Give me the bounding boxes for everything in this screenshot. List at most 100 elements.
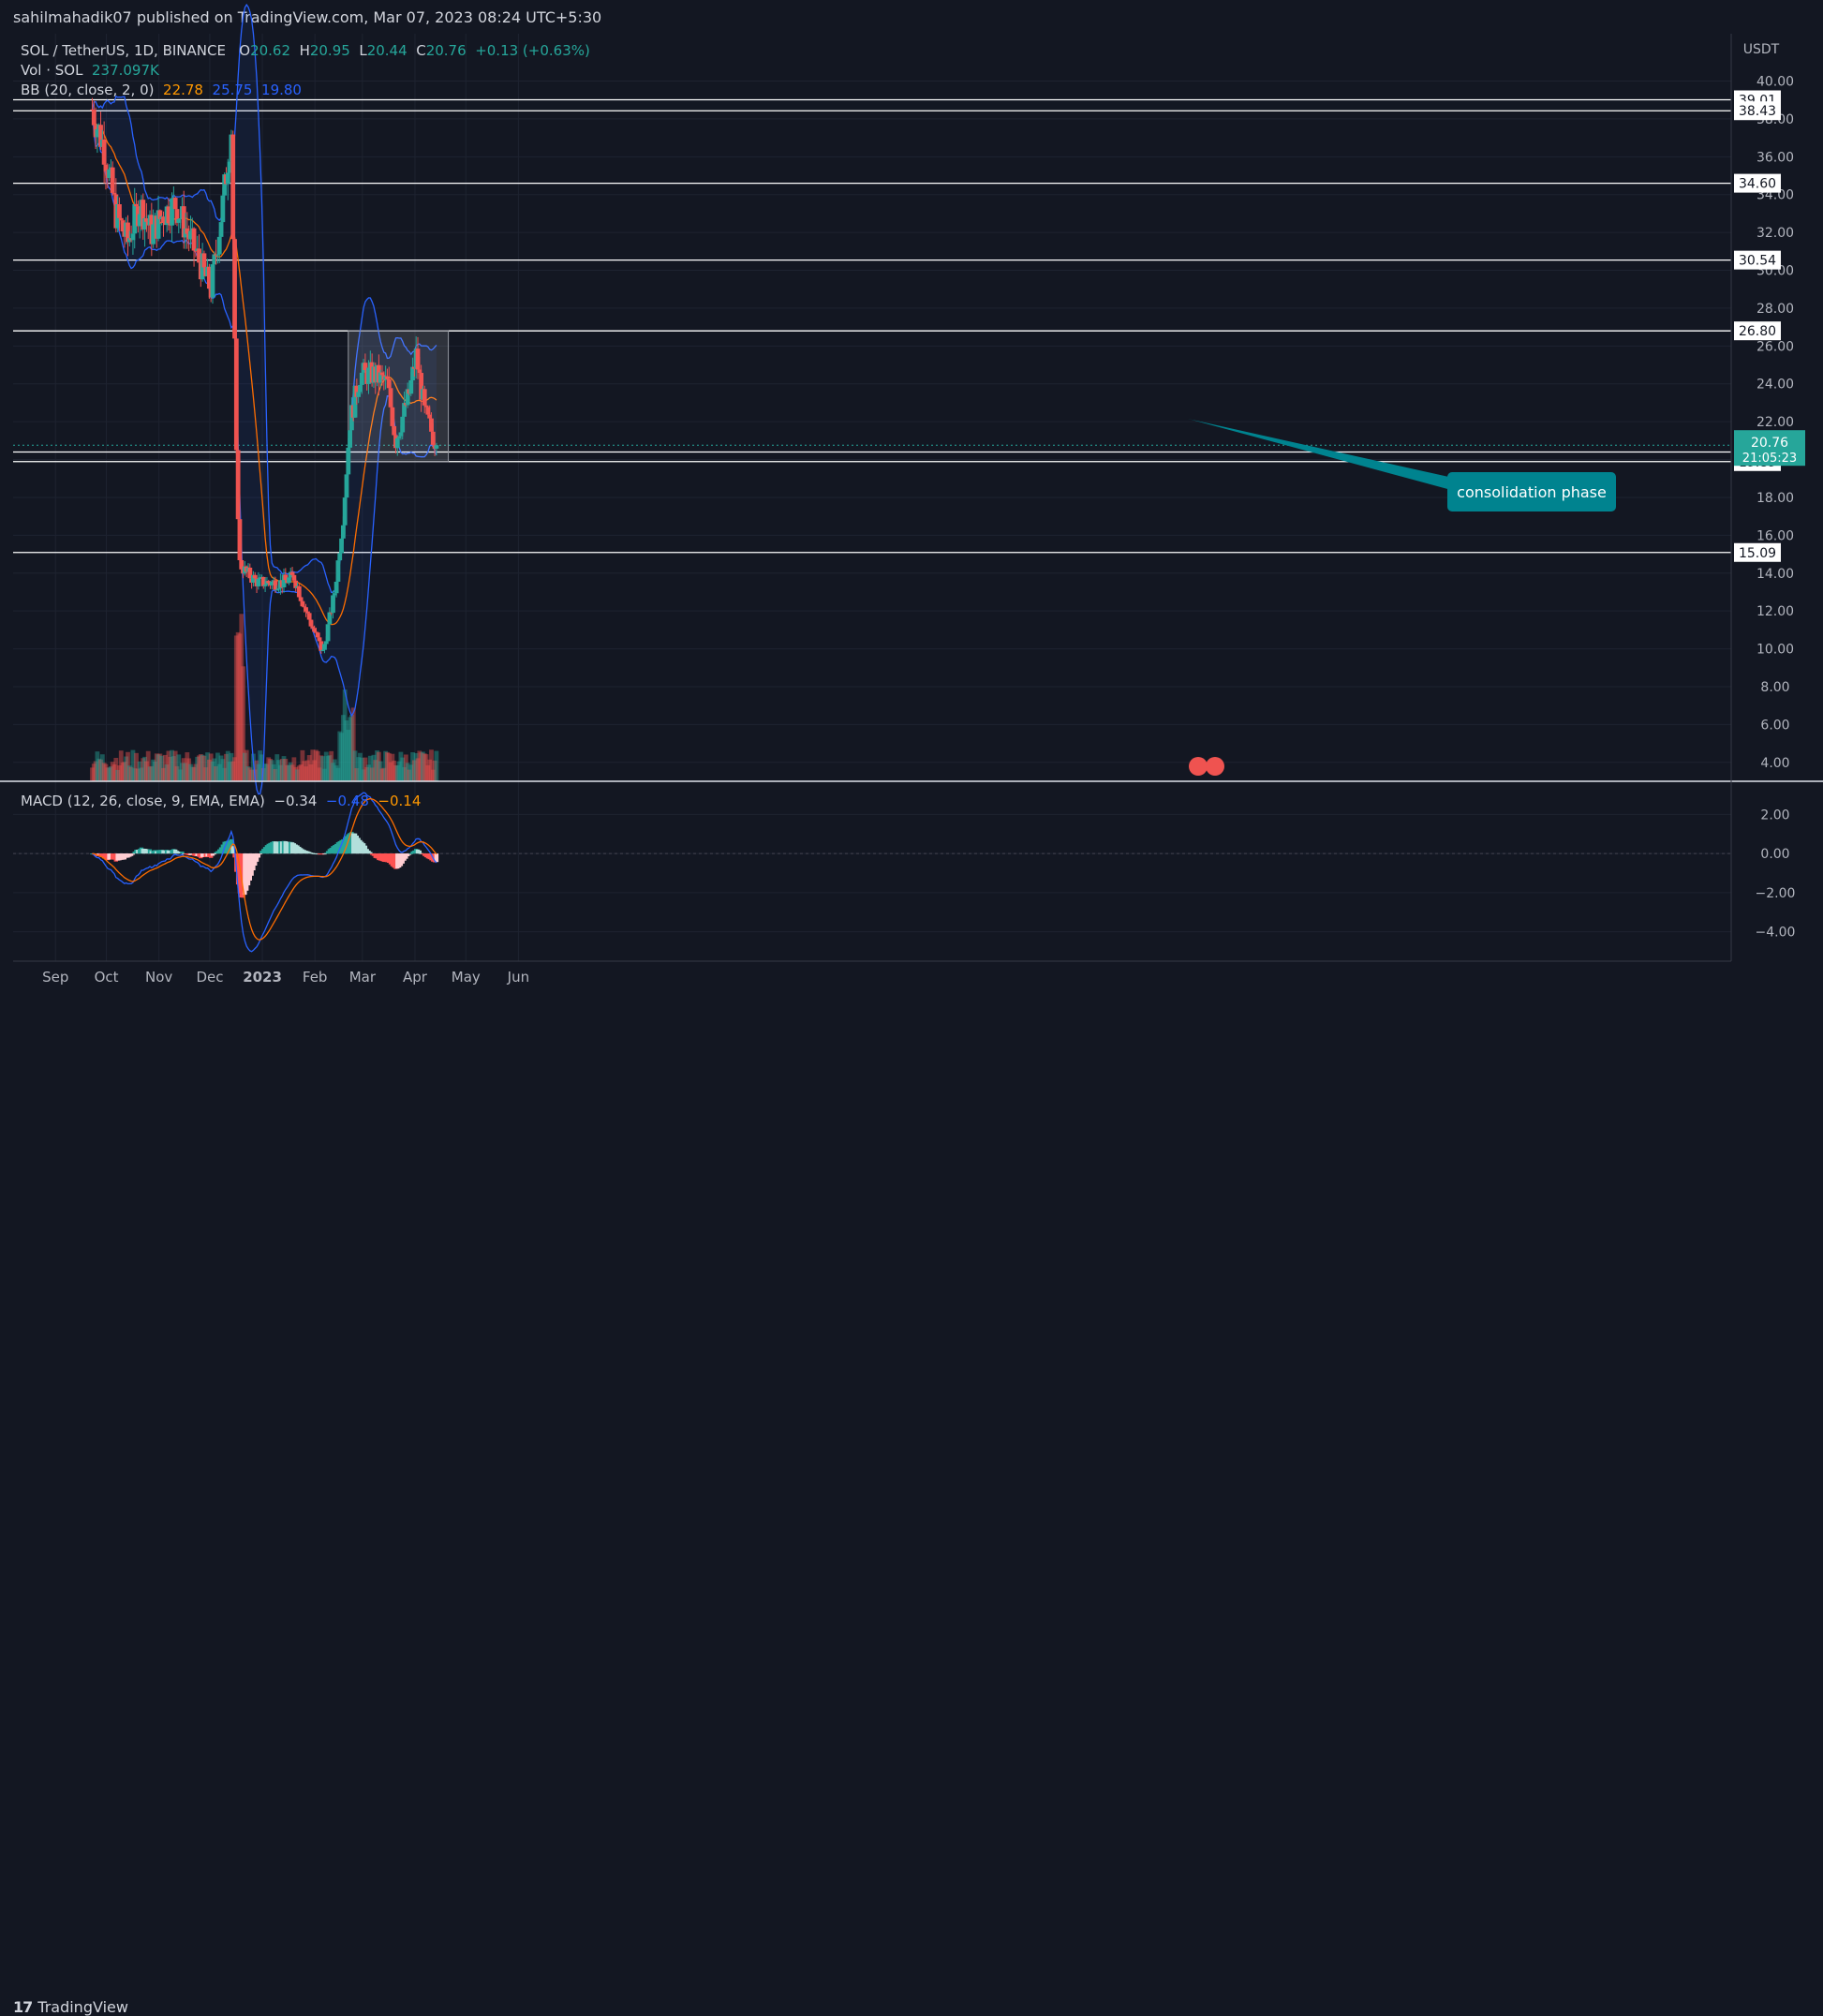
candle-body <box>315 632 320 638</box>
chart-area[interactable]: 4.00 6.00 8.00 10.00 12.00 14.00 16.00 18.00 20.… <box>0 0 1823 993</box>
volume-bar <box>352 750 358 781</box>
price-tick-label: 18.00 <box>1756 491 1794 506</box>
volume-bar <box>400 757 406 781</box>
price-tick-label: 16.00 <box>1756 528 1794 543</box>
time-tick-label: 2023 <box>243 969 282 986</box>
volume-bar <box>300 749 305 781</box>
volume-bar <box>108 766 113 781</box>
volume-bar <box>212 758 217 781</box>
candle-body <box>349 405 354 431</box>
volume-bar <box>349 714 354 781</box>
volume-bar <box>210 761 215 781</box>
volume-bar <box>244 749 249 781</box>
volume-bar <box>375 750 379 781</box>
volume-bar <box>134 752 139 781</box>
candle-body <box>178 218 183 220</box>
volume-bar <box>216 763 222 781</box>
volume-bar <box>178 769 183 781</box>
volume-bar <box>317 767 322 781</box>
volume-bar <box>429 749 434 781</box>
volume-bar <box>233 635 239 781</box>
volume-bars <box>90 614 439 781</box>
price-tick-label: 6.00 <box>1760 718 1789 733</box>
volume-bar <box>156 754 161 781</box>
candle-body <box>291 574 297 581</box>
volume-bar <box>126 751 130 781</box>
volume-bar <box>222 767 228 781</box>
candle-body <box>354 385 360 397</box>
tradingview-brand: TradingView <box>37 1998 128 2016</box>
candle-body <box>174 209 180 223</box>
volume-bar <box>430 769 436 781</box>
candle-body <box>237 519 243 560</box>
volume-bar <box>386 752 392 781</box>
volume-bar <box>310 749 316 781</box>
candle-body <box>269 581 274 586</box>
candle-body <box>333 581 339 594</box>
candle-body <box>91 110 96 126</box>
candle-body <box>317 637 322 642</box>
volume-bar <box>218 755 224 781</box>
candle-body <box>358 384 363 393</box>
price-tick-label: 28.00 <box>1756 302 1794 317</box>
volume-label[interactable]: Vol · SOL <box>21 62 83 79</box>
volume-bar <box>107 767 111 781</box>
candle-body <box>157 210 163 219</box>
price-tick-label: 4.00 <box>1760 756 1789 771</box>
candle-body <box>394 437 400 449</box>
tradingview-logo[interactable]: 17 TradingView <box>13 1998 128 2016</box>
volume-bar <box>373 760 378 781</box>
level-badge <box>1734 101 1781 121</box>
volume-bar <box>276 760 281 781</box>
level-badge-text: 34.60 <box>1739 177 1776 192</box>
candle-body <box>225 172 230 185</box>
candle-body <box>103 164 109 171</box>
candle-body <box>232 239 237 339</box>
candle-body <box>296 586 302 598</box>
candle-body <box>151 224 156 245</box>
candle-body <box>161 216 166 223</box>
candle-body <box>118 217 124 221</box>
countdown-text: 21:05:23 <box>1742 452 1797 466</box>
candle-body <box>283 574 289 581</box>
volume-bar <box>378 761 383 781</box>
volume-bar <box>229 752 234 781</box>
currency-label: USDT <box>1743 42 1780 57</box>
bb-label[interactable]: BB (20, close, 2, 0) <box>21 82 155 98</box>
candle-body <box>126 222 130 243</box>
candle-body <box>417 369 422 374</box>
macd-label[interactable]: MACD (12, 26, close, 9, EMA, EMA) <box>21 793 265 809</box>
volume-bar <box>227 762 232 781</box>
candle-body <box>298 597 304 601</box>
candle-body <box>166 206 171 224</box>
volume-bar <box>314 749 319 781</box>
axes: 4.00 6.00 8.00 10.00 12.00 14.00 16.00 18.00 20.… <box>0 34 1823 986</box>
volume-bar <box>139 767 144 781</box>
volume-bar <box>320 756 326 781</box>
candle-body <box>366 367 371 384</box>
macd-tick-label: 2.00 <box>1760 808 1789 823</box>
macd-histogram-bar <box>230 846 235 854</box>
volume-bar <box>405 763 410 781</box>
volume-bar <box>214 765 219 781</box>
bb-lower-line <box>91 110 437 795</box>
volume-bar <box>185 752 190 781</box>
volume-bar <box>369 767 375 781</box>
candle-body <box>331 595 335 614</box>
volume-bar <box>113 757 119 781</box>
volume-bar <box>381 767 387 781</box>
volume-bar <box>193 763 199 781</box>
volume-bar <box>188 763 193 781</box>
volume-bar <box>287 764 291 781</box>
candle-body <box>141 200 146 230</box>
volume-bar <box>115 769 121 781</box>
volume-bar <box>181 758 186 781</box>
volume-bar <box>358 752 363 781</box>
volume-bar <box>166 750 171 781</box>
candle-body <box>287 577 291 584</box>
symbol-name[interactable]: SOL / TetherUS, 1D, BINANCE <box>21 42 226 59</box>
volume-bar <box>197 755 201 781</box>
level-badge-text: 26.80 <box>1739 324 1776 339</box>
volume-bar <box>111 764 117 781</box>
candle-body <box>233 338 239 451</box>
